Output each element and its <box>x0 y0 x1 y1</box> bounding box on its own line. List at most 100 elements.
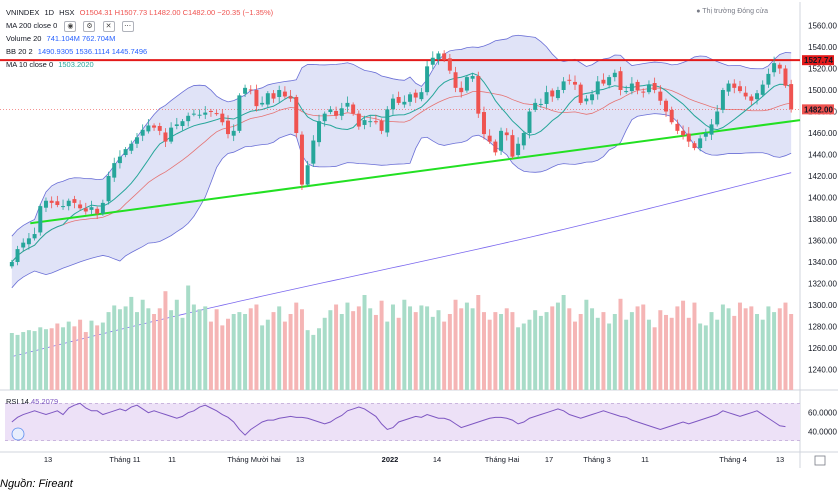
candle <box>356 110 361 130</box>
volume-bar <box>413 312 418 390</box>
candle-body <box>100 202 105 214</box>
y-tick-label: 1260.00 <box>808 344 837 353</box>
candle-body <box>681 130 686 136</box>
candle <box>146 119 151 134</box>
volume-bar <box>573 321 577 390</box>
candle <box>72 195 77 209</box>
candle-body <box>49 200 54 203</box>
candle <box>191 109 196 117</box>
volume-bar <box>442 321 447 390</box>
candle-body <box>436 53 441 60</box>
candle-body <box>720 90 725 110</box>
volume-bar <box>709 312 714 390</box>
rsi-legend[interactable]: RSI 14 45.2079 <box>6 397 58 406</box>
volume-bar <box>180 317 185 390</box>
candle-body <box>578 84 583 103</box>
candle-body <box>726 83 731 92</box>
candle <box>282 86 287 99</box>
candle-body <box>214 113 219 115</box>
candle-body <box>134 137 139 144</box>
candle-body <box>186 115 191 122</box>
candle <box>550 88 555 102</box>
volume-bar <box>533 310 538 390</box>
volume-bar <box>641 304 646 390</box>
candle-body <box>601 79 606 84</box>
volume-bar <box>254 304 259 390</box>
candle <box>78 200 83 211</box>
candle-body <box>368 121 373 123</box>
volume-bar <box>669 317 674 390</box>
volume-bar <box>334 304 339 390</box>
volume-bar <box>345 302 350 390</box>
y-tick-label: 1320.00 <box>808 280 837 289</box>
candle-body <box>157 126 162 131</box>
candle <box>129 140 134 154</box>
volume-legend[interactable]: Volume 20 741.104M 762.704M <box>6 34 118 44</box>
candle-body <box>317 121 322 143</box>
candle-body <box>265 93 270 105</box>
x-tick-label: 14 <box>433 455 441 464</box>
interval-label[interactable]: 1D <box>44 8 55 17</box>
volume-bar <box>197 309 202 390</box>
volume-bar <box>15 334 20 390</box>
candle <box>299 131 304 190</box>
eye-icon[interactable]: ◉ <box>64 21 77 32</box>
candle <box>772 56 777 77</box>
candle <box>373 114 378 125</box>
candle-body <box>231 130 236 136</box>
settings-icon[interactable]: ⚙ <box>83 21 96 32</box>
symbol-name[interactable]: VNINDEX <box>6 8 40 17</box>
volume-bar <box>544 312 549 390</box>
candle <box>100 199 105 216</box>
volume-bar <box>112 305 117 390</box>
x-tick-label: 13 <box>776 455 784 464</box>
ma200-legend[interactable]: MA 200 close 0 ◉ ⚙ ✕ ⋯ <box>6 21 137 32</box>
close-icon[interactable]: ✕ <box>102 21 115 32</box>
candle <box>305 160 310 187</box>
candle <box>590 90 595 105</box>
candle <box>703 128 708 142</box>
volume-bar <box>612 314 617 390</box>
volume-bar <box>78 319 83 390</box>
volume-bar <box>390 304 395 390</box>
candle <box>760 80 765 97</box>
candle-body <box>447 58 452 71</box>
volume-bar <box>499 314 504 390</box>
exchange-label: HSX <box>59 8 75 17</box>
candle-body <box>789 84 794 110</box>
candle-body <box>254 90 259 107</box>
volume-bar <box>226 318 230 390</box>
candle <box>464 74 469 93</box>
candle-body <box>573 81 577 85</box>
more-icon[interactable]: ⋯ <box>121 21 134 32</box>
candle-body <box>686 133 691 142</box>
candle-body <box>226 120 230 135</box>
candle <box>533 98 538 113</box>
volume-bar <box>157 308 162 390</box>
candle <box>726 80 731 96</box>
volume-bar <box>72 326 77 390</box>
volume-bar <box>66 321 71 390</box>
candle-body <box>26 238 31 245</box>
candle-body <box>646 84 651 93</box>
volume-bar <box>743 308 748 390</box>
candle-body <box>749 96 754 101</box>
volume-bar <box>95 325 100 390</box>
candle <box>311 135 316 167</box>
market-status: ● Thị trường Đóng cửa <box>696 8 768 15</box>
candle <box>174 117 179 130</box>
candle-body <box>123 149 128 156</box>
candle <box>749 94 754 106</box>
volume-bar <box>385 321 390 390</box>
ma10-legend[interactable]: MA 10 close 0 1503.2020 <box>6 60 97 70</box>
volume-bar <box>516 327 521 390</box>
candle-body <box>459 87 464 93</box>
bb-legend[interactable]: BB 20 2 1490.9305 1536.1114 1445.7496 <box>6 47 150 57</box>
candle-body <box>737 86 742 92</box>
candle <box>220 109 225 126</box>
candle-body <box>21 242 26 248</box>
volume-bar <box>453 299 458 390</box>
candle-body <box>772 63 777 73</box>
candle-body <box>220 113 225 123</box>
